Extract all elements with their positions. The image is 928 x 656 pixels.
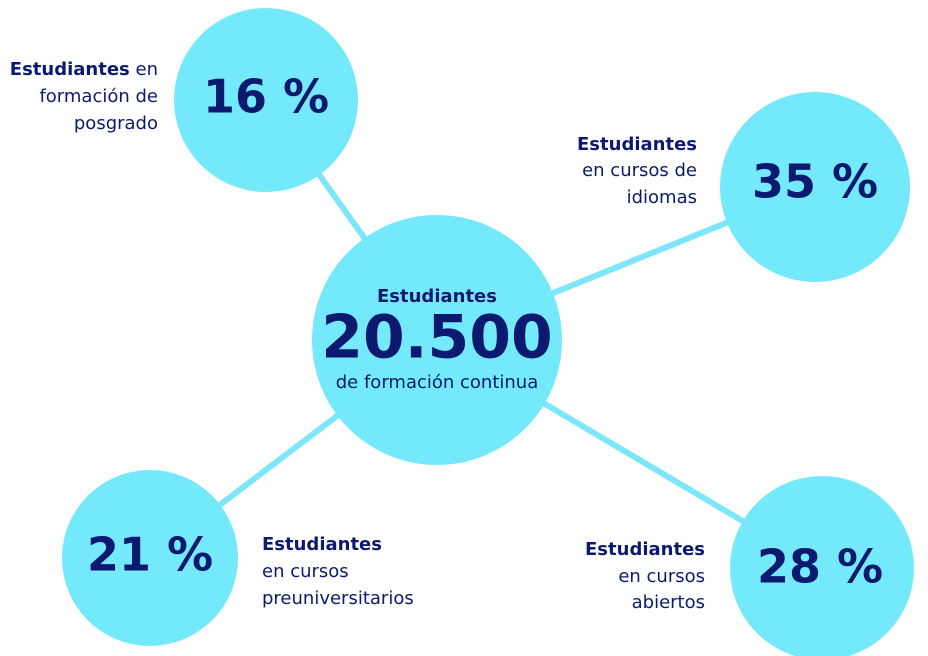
node-value: 21 % [87,528,213,582]
center-bottom: de formación continua [336,372,538,393]
node-circle [730,476,914,656]
node-circle [720,92,910,282]
label-line: en cursos [618,566,705,587]
label-line: abiertos [632,592,705,613]
node-value: 16 % [203,70,329,124]
label-line: en [136,59,158,80]
label-line: preuniversitarios [262,588,414,609]
node-label: Estudiantes en [10,59,158,80]
label-line: posgrado [74,113,158,134]
node-value: 35 % [752,155,878,209]
node-circle [62,470,238,646]
label-bold: Estudiantes [577,134,697,155]
label-bold: Estudiantes [262,534,382,555]
label-line: idiomas [627,187,697,208]
node-circle [174,8,358,192]
center-top: Estudiantes [377,286,497,307]
center-circle [312,215,562,465]
node-value: 28 % [757,540,883,594]
label-line: formación de [39,86,158,107]
label-bold: Estudiantes [10,59,130,80]
label-line: en cursos de [582,160,697,181]
label-bold: Estudiantes [585,539,705,560]
label-line: en cursos [262,561,349,582]
center-number: 20.500 [321,303,553,373]
